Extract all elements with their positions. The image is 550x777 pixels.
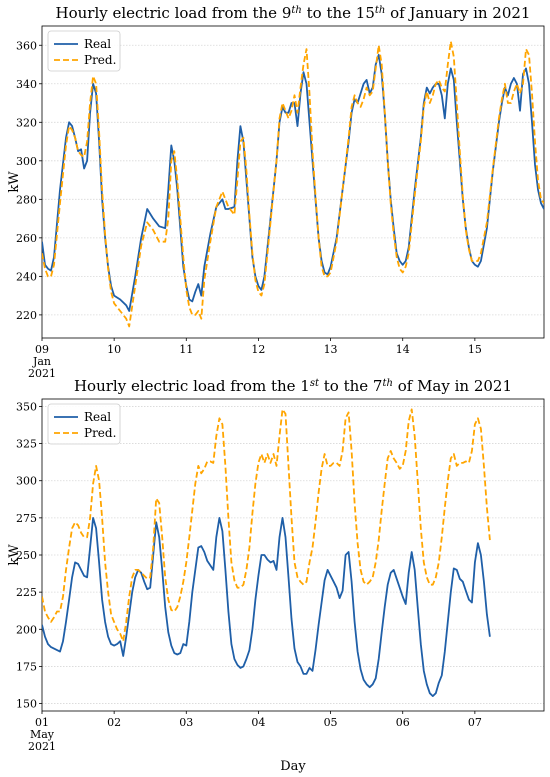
chart-title: Hourly electric load from the 1st to the…	[74, 377, 512, 395]
x-tick-label: 10	[107, 343, 121, 356]
legend-label: Pred.	[84, 53, 116, 67]
legend-box	[47, 30, 121, 72]
y-tick-label: 320	[16, 116, 37, 129]
axes-frame	[41, 398, 545, 712]
x-tick-label: 04	[251, 716, 265, 729]
x-tick-label: 12	[251, 343, 265, 356]
x-tick-label: 13	[324, 343, 338, 356]
chart-title: Hourly electric load from the 9th to the…	[56, 4, 531, 22]
series-line-real	[42, 54, 544, 312]
y-tick-label: 175	[16, 660, 37, 673]
x-tick-label: 09	[35, 343, 49, 356]
x-tick-label: 15	[468, 343, 482, 356]
y-tick-label: 200	[16, 623, 37, 636]
legend-label: Real	[84, 410, 111, 424]
y-tick-label: 275	[16, 512, 37, 525]
y-tick-label: 260	[16, 232, 37, 245]
axes-frame	[41, 25, 545, 339]
x-tick-label: 14	[396, 343, 410, 356]
legend-label: Real	[84, 37, 111, 51]
y-tick-label: 250	[16, 549, 37, 562]
x-tick-label: 05	[324, 716, 338, 729]
y-tick-label: 340	[16, 78, 37, 91]
x-tick-label: 02	[107, 716, 121, 729]
y-tick-label: 220	[16, 309, 37, 322]
x-tick-label: 06	[396, 716, 410, 729]
series-line-real	[42, 517, 491, 697]
y-tick-label: 360	[16, 39, 37, 52]
x-tick-label: 11	[179, 343, 193, 356]
x-tick-label: 03	[179, 716, 193, 729]
legend-label: Pred.	[84, 426, 116, 440]
x-tick-label: 07	[468, 716, 482, 729]
y-tick-label: 240	[16, 270, 37, 283]
x-tick-label: 2021	[28, 740, 56, 753]
x-tick-label: 01	[35, 716, 49, 729]
y-tick-label: 150	[16, 698, 37, 711]
x-axis-label: Day	[280, 759, 306, 774]
y-axis-label: kW	[7, 171, 22, 193]
y-tick-label: 325	[16, 438, 37, 451]
series-line-pred	[42, 408, 491, 643]
y-tick-label: 300	[16, 155, 37, 168]
y-tick-label: 300	[16, 475, 37, 488]
x-tick-label: May	[30, 728, 55, 741]
y-tick-label: 280	[16, 193, 37, 206]
y-tick-label: 350	[16, 400, 37, 413]
legend-box	[47, 403, 121, 445]
x-tick-label: 2021	[28, 367, 56, 380]
x-tick-label: Jan	[32, 355, 51, 368]
chart-panel-1: Hourly electric load from the 9th to the…	[7, 4, 545, 380]
chart-panel-2: Hourly electric load from the 1st to the…	[7, 377, 545, 774]
y-tick-label: 225	[16, 586, 37, 599]
series-line-pred	[42, 40, 544, 328]
y-axis-label: kW	[7, 544, 22, 566]
